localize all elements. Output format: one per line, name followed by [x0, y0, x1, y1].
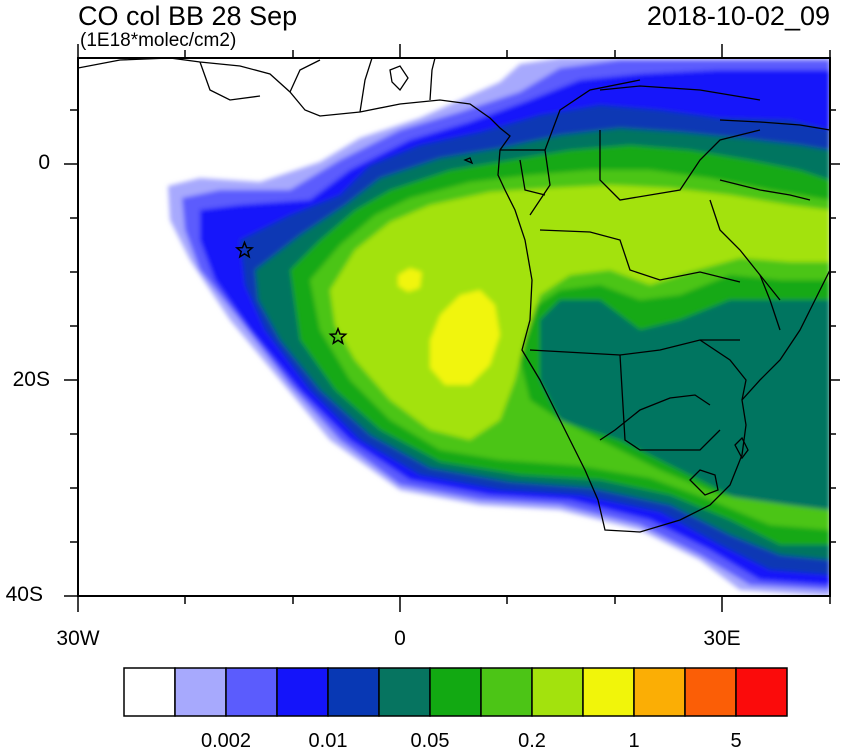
- star-marker: [328, 326, 348, 345]
- colorbar-label: 0.01: [308, 730, 348, 752]
- lat-label-0: 0: [38, 151, 50, 174]
- colorbar-swatch: [174, 667, 227, 717]
- colorbar-swatch: [582, 667, 635, 717]
- colorbar-swatch: [735, 667, 788, 717]
- colorbar-swatch: [378, 667, 431, 717]
- axis-ticks: [64, 44, 840, 612]
- colorbar-swatch: [480, 667, 533, 717]
- lon-label-30w: 30W: [56, 627, 100, 650]
- colorbar-swatch: [429, 667, 482, 717]
- co-plume: [78, 58, 830, 596]
- colorbar-swatch: [684, 667, 737, 717]
- colorbar-swatch: [531, 667, 584, 717]
- colorbar-label: 5: [730, 730, 742, 752]
- lon-label-30e: 30E: [703, 627, 741, 650]
- colorbar-label: 0.05: [410, 730, 450, 752]
- timestamp-label: 2018-10-02_09: [646, 1, 830, 31]
- colorbar-label: 0.002: [200, 730, 252, 752]
- map-title: CO col BB 28 Sep: [78, 1, 298, 31]
- units-label: (1E18*molec/cm2): [80, 30, 237, 51]
- colorbar-swatch: [123, 667, 176, 717]
- star-marker: [234, 240, 255, 259]
- colorbar-label: 1: [628, 730, 640, 752]
- colorbar-label: 0.2: [518, 730, 546, 752]
- colorbar-swatch: [633, 667, 686, 717]
- colorbar-swatch: [225, 667, 278, 717]
- colorbar-swatch: [276, 667, 329, 717]
- lat-label-40s: 40S: [5, 583, 43, 606]
- colorbar: [123, 667, 788, 717]
- markers-layer: [234, 240, 348, 345]
- coastlines: [78, 58, 830, 533]
- map-frame: [77, 57, 831, 597]
- lon-label-0: 0: [394, 627, 406, 650]
- lat-label-20s: 20S: [12, 368, 50, 391]
- colorbar-swatch: [327, 667, 380, 717]
